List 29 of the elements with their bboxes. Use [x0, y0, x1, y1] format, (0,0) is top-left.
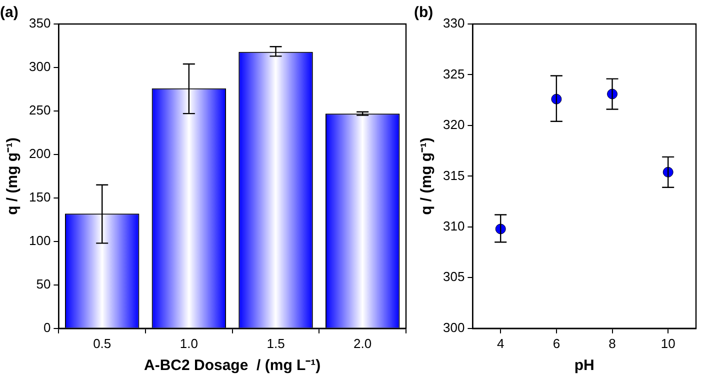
y-tick-label: 300: [28, 59, 51, 74]
y-axis-title: q / (mg g⁻¹): [418, 137, 436, 215]
y-tick-label: 200: [28, 146, 51, 162]
x-tick-label: 6: [552, 336, 560, 351]
y-tick-label: 350: [28, 16, 51, 31]
y-tick-label: 310: [442, 218, 465, 234]
y-tick-label: 325: [442, 66, 465, 82]
y-tick-label: 250: [28, 102, 51, 118]
x-axis-title: A-BC2 Dosage / (mg L⁻¹): [144, 357, 321, 374]
y-tick-label: 330: [442, 16, 465, 31]
x-tick-label: 2.0: [354, 336, 372, 351]
x-tick-label: 1.5: [266, 336, 285, 351]
x-tick-label: 8: [608, 336, 616, 351]
x-tick-label: 4: [496, 336, 504, 351]
x-tick-label: 0.5: [93, 336, 112, 351]
y-tick-label: 50: [36, 276, 51, 292]
x-tick-label: 1.0: [180, 336, 198, 351]
y-tick-label: 100: [28, 233, 51, 248]
x-tick-label: 10: [660, 336, 676, 351]
y-tick-label: 0: [43, 320, 51, 335]
y-tick-label: 150: [28, 190, 51, 205]
y-tick-label: 315: [442, 168, 465, 183]
y-axis-title: q / (mg g⁻¹): [4, 137, 22, 215]
y-tick-label: 305: [442, 269, 465, 284]
chart-title: (b): [414, 4, 434, 22]
x-axis-title: pH: [574, 357, 594, 374]
y-tick-label: 320: [442, 117, 465, 132]
chart-title: (a): [0, 4, 18, 22]
y-tick-label: 300: [442, 320, 465, 335]
